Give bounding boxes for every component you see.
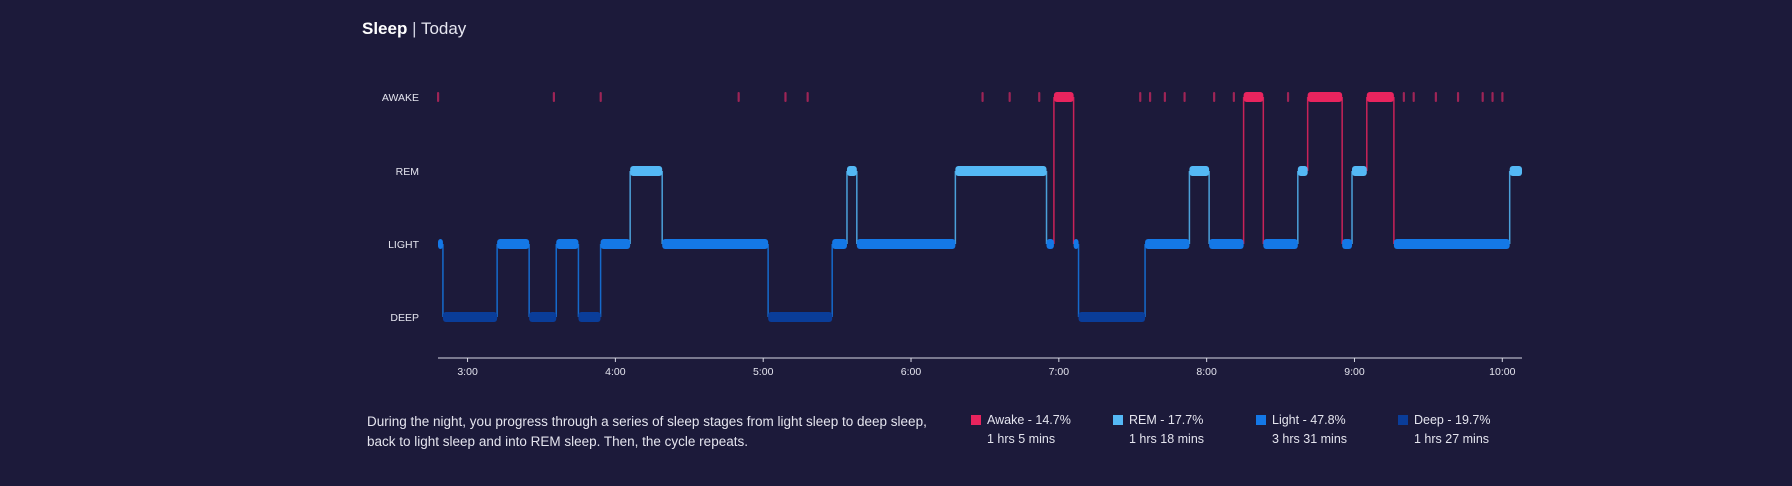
stage-segment-light: [1263, 239, 1297, 249]
stage-segment-deep: [529, 312, 556, 322]
stage-segment-light: [662, 239, 768, 249]
legend-duration: 1 hrs 5 mins: [971, 432, 1071, 446]
y-label-awake: AWAKE: [382, 92, 419, 104]
stage-segment-light: [497, 239, 529, 249]
legend-duration: 1 hrs 27 mins: [1398, 432, 1490, 446]
legend-label: Light - 47.8%: [1272, 413, 1346, 427]
stage-segment-light: [601, 239, 631, 249]
x-tick-label: 3:00: [457, 366, 478, 378]
stage-segment-rem: [955, 166, 1046, 176]
legend-duration: 1 hrs 18 mins: [1113, 432, 1204, 446]
x-tick-label: 10:00: [1489, 366, 1515, 378]
awake-tick: [1435, 92, 1437, 102]
awake-tick: [981, 92, 983, 102]
legend-item-awake: Awake - 14.7% 1 hrs 5 mins: [971, 413, 1071, 446]
sleep-stage-chart: AWAKE REM LIGHT DEEP 3:00 4:00 5:00 6:00 7:00 8:0…: [0, 0, 1792, 400]
stage-segment-deep: [443, 312, 497, 322]
stage-segment-rem: [1352, 166, 1367, 176]
awake-tick: [1038, 92, 1040, 102]
stage-segment-light: [438, 239, 443, 249]
stage-segment-light: [1074, 239, 1079, 249]
y-label-rem: REM: [396, 166, 419, 178]
awake-tick: [1183, 92, 1185, 102]
awake-tick: [1139, 92, 1141, 102]
x-tick-label: 8:00: [1196, 366, 1217, 378]
x-tick-label: 5:00: [753, 366, 774, 378]
awake-tick: [1287, 92, 1289, 102]
awake-tick: [1233, 92, 1235, 102]
deep-swatch: [1398, 415, 1408, 425]
stage-segment-rem: [1298, 166, 1308, 176]
awake-tick: [600, 92, 602, 102]
awake-tick: [1403, 92, 1405, 102]
awake-tick: [553, 92, 555, 102]
stage-segment-rem: [847, 166, 857, 176]
sleep-description: During the night, you progress through a…: [367, 412, 927, 452]
awake-tick: [1213, 92, 1215, 102]
stage-segment-light: [832, 239, 847, 249]
legend-label: Awake - 14.7%: [987, 413, 1071, 427]
legend-duration: 3 hrs 31 mins: [1256, 432, 1347, 446]
stage-segment-light: [1394, 239, 1510, 249]
stage-segment-deep: [768, 312, 832, 322]
y-label-light: LIGHT: [388, 239, 420, 251]
awake-swatch: [971, 415, 981, 425]
stage-segment-rem: [630, 166, 662, 176]
awake-tick: [1009, 92, 1011, 102]
stage-segment-light: [857, 239, 956, 249]
stage-segment-awake: [1054, 92, 1074, 102]
rem-swatch: [1113, 415, 1123, 425]
y-label-deep: DEEP: [390, 312, 419, 324]
legend-label: Deep - 19.7%: [1414, 413, 1490, 427]
awake-tick: [1482, 92, 1484, 102]
stage-segment-light: [556, 239, 578, 249]
awake-tick: [1491, 92, 1493, 102]
stage-segment-light: [1145, 239, 1189, 249]
awake-tick: [807, 92, 809, 102]
stage-segment-deep: [578, 312, 600, 322]
legend-label: REM - 17.7%: [1129, 413, 1203, 427]
stage-segment-light: [1342, 239, 1352, 249]
awake-tick: [1457, 92, 1459, 102]
light-swatch: [1256, 415, 1266, 425]
awake-tick: [1164, 92, 1166, 102]
stage-segment-awake: [1367, 92, 1394, 102]
awake-tick: [784, 92, 786, 102]
x-tick-label: 4:00: [605, 366, 626, 378]
awake-tick: [1149, 92, 1151, 102]
x-tick-label: 9:00: [1344, 366, 1365, 378]
stage-segment-awake: [1308, 92, 1342, 102]
legend-item-rem: REM - 17.7% 1 hrs 18 mins: [1113, 413, 1204, 446]
x-tick-label: 7:00: [1049, 366, 1070, 378]
awake-tick: [1413, 92, 1415, 102]
stage-segment-deep: [1079, 312, 1146, 322]
awake-tick: [738, 92, 740, 102]
legend-item-light: Light - 47.8% 3 hrs 31 mins: [1256, 413, 1347, 446]
stage-segment-light: [1047, 239, 1054, 249]
legend-item-deep: Deep - 19.7% 1 hrs 27 mins: [1398, 413, 1490, 446]
stage-segment-awake: [1244, 92, 1264, 102]
stage-segment-rem: [1510, 166, 1522, 176]
x-tick-label: 6:00: [901, 366, 922, 378]
stage-segment-light: [1209, 239, 1243, 249]
stage-segment-rem: [1189, 166, 1209, 176]
awake-tick: [1501, 92, 1503, 102]
awake-tick: [437, 92, 439, 102]
